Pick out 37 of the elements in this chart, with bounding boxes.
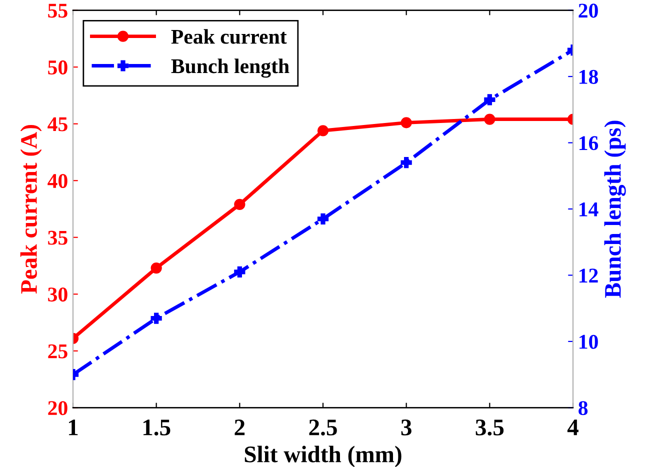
x-tick-label: 4 bbox=[567, 420, 578, 436]
point bbox=[234, 198, 246, 210]
y2-tick-label: 12 bbox=[580, 268, 598, 282]
x-tick-label: 1.5 bbox=[143, 420, 170, 436]
y-tick-label: 50 bbox=[48, 60, 68, 74]
x-tick-label: 3.5 bbox=[476, 420, 504, 436]
x-tick-label: 1 bbox=[68, 420, 78, 436]
y-tick-label: 25 bbox=[48, 344, 68, 358]
legend-label: Peak current bbox=[171, 29, 287, 44]
y-tick-label: 45 bbox=[48, 117, 68, 132]
y-tick-label: 40 bbox=[48, 174, 68, 188]
y-tick-label: 20 bbox=[48, 401, 68, 416]
y2-tick-label: 8 bbox=[578, 401, 588, 416]
x-tick-label: 3 bbox=[401, 420, 412, 436]
point bbox=[150, 312, 162, 324]
x-tick-label: 2.5 bbox=[309, 420, 337, 436]
y2-axis-title: Bunch length (ps) bbox=[604, 120, 626, 298]
point bbox=[484, 114, 496, 125]
point bbox=[400, 117, 412, 128]
y-tick-label: 30 bbox=[48, 288, 68, 302]
legend-label: Bunch length bbox=[171, 58, 290, 78]
point bbox=[484, 94, 496, 106]
point bbox=[400, 157, 412, 168]
point bbox=[317, 125, 329, 136]
x-axis-title: Slit width (mm) bbox=[244, 446, 402, 467]
x-tick-label: 2 bbox=[234, 420, 245, 436]
y2-tick-label: 14 bbox=[580, 202, 598, 216]
point bbox=[317, 213, 329, 224]
y-tick-label: 35 bbox=[48, 230, 68, 245]
y2-tick-label: 18 bbox=[580, 70, 598, 84]
y2-tick-label: 10 bbox=[580, 334, 598, 349]
y2-tick-label: 20 bbox=[578, 4, 598, 18]
y2-tick-label: 16 bbox=[580, 136, 598, 150]
point bbox=[150, 262, 162, 274]
y-tick-label: 55 bbox=[48, 4, 68, 18]
point bbox=[234, 266, 246, 278]
y-axis-title: Peak current (A) bbox=[20, 124, 42, 294]
